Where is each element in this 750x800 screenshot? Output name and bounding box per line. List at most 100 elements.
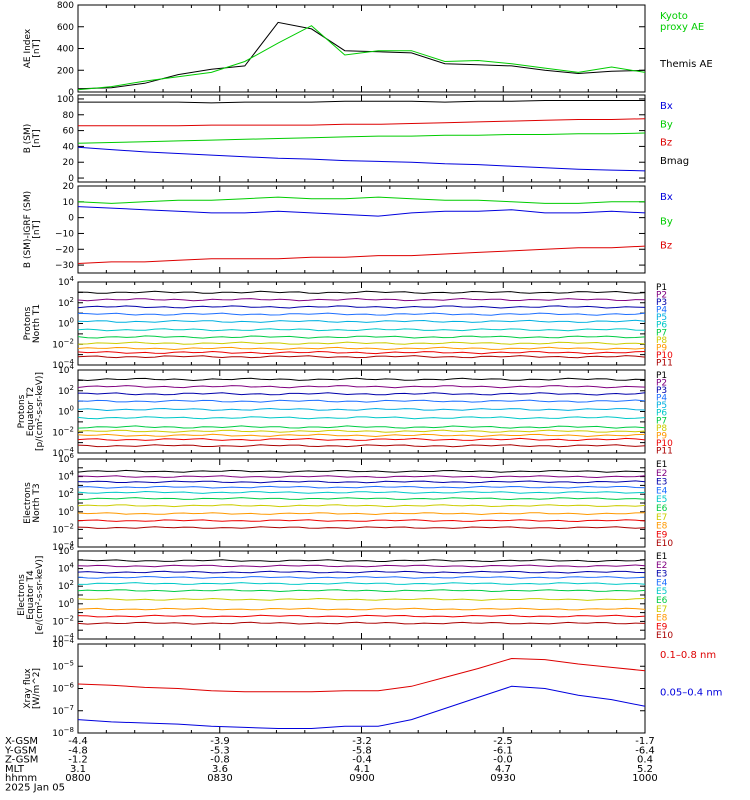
series-line xyxy=(77,290,646,294)
series-line xyxy=(77,607,646,611)
ephemeris-value: 3.6 xyxy=(212,764,228,775)
ephemeris-value: 0930 xyxy=(490,773,515,784)
ephemeris-value: 5.2 xyxy=(637,764,653,775)
legend-label: P8 xyxy=(656,336,667,346)
legend-label: E7 xyxy=(656,605,667,615)
legend-label: E10 xyxy=(656,539,673,549)
y-tick-label: 600 xyxy=(57,23,74,33)
ephemeris-value: -3.2 xyxy=(352,736,372,747)
ephemeris-table: X-GSM -4.4 -3.9 -3.2 -2.5 -1.7 Y-GSM -4.8 -5.3 -5… xyxy=(4,736,658,794)
y-tick-label: 800 xyxy=(57,1,74,11)
series-line xyxy=(77,475,646,479)
legend-label: Bx xyxy=(660,101,673,112)
series-line xyxy=(77,429,646,433)
series-line xyxy=(77,444,646,448)
y-axis-label: Protons xyxy=(17,394,27,428)
y-axis-label: AE Index xyxy=(23,28,33,68)
ephemeris-value: 4.1 xyxy=(354,764,370,775)
y-tick-label: 10−7 xyxy=(52,704,74,717)
y-tick-label: 102 xyxy=(58,384,74,397)
legend-label: P1 xyxy=(656,371,667,381)
y-axis-label: [W/m^2] xyxy=(32,668,42,709)
ephemeris-value: 0900 xyxy=(349,773,374,784)
series-line xyxy=(77,685,646,729)
legend-label: P9 xyxy=(656,431,667,441)
legend-label: P6 xyxy=(656,409,667,419)
series-line xyxy=(77,385,646,389)
series-line xyxy=(77,416,646,420)
legend-label: E1 xyxy=(656,552,667,562)
y-tick-label: 20 xyxy=(63,182,75,192)
legend-label: P5 xyxy=(656,313,667,323)
ephemeris-value: 1000 xyxy=(632,773,657,784)
y-axis-label: [nT] xyxy=(32,39,42,57)
legend-label: 0.1–0.8 nm xyxy=(660,650,716,661)
legend-label: E8 xyxy=(656,614,668,624)
ephemeris-label: Z-GSM xyxy=(5,755,38,766)
series-line xyxy=(77,328,646,332)
series-line xyxy=(78,100,645,104)
ephemeris-value: -3.9 xyxy=(210,736,230,747)
legend-label: 0.05–0.4 nm xyxy=(660,688,722,699)
ephemeris-value: -0.8 xyxy=(210,755,230,766)
legend-label: P4 xyxy=(656,306,667,316)
legend-label: E5 xyxy=(656,495,667,505)
legend-label: E8 xyxy=(656,522,668,532)
ephemeris-value: -1.7 xyxy=(635,736,655,747)
legend-label: E6 xyxy=(656,596,668,606)
legend-label: E2 xyxy=(656,469,667,479)
ephemeris-value: -1.2 xyxy=(68,755,88,766)
series-line xyxy=(77,377,646,382)
y-tick-label: 100 xyxy=(58,317,74,330)
legend-label: P7 xyxy=(656,416,667,426)
ephemeris-label: hhmm xyxy=(5,773,37,784)
y-tick-label: 400 xyxy=(57,45,74,55)
ephemeris-label: Y-GSM xyxy=(4,745,37,756)
series-line xyxy=(77,21,646,90)
legend-label: Bx xyxy=(660,192,673,203)
y-tick-label: 10−6 xyxy=(52,682,74,695)
y-tick-label: 0 xyxy=(68,174,74,184)
series-line xyxy=(77,621,646,625)
legend-label: E4 xyxy=(656,578,668,588)
panel-frame xyxy=(77,458,646,548)
series-line xyxy=(77,589,646,593)
y-axis-label: B (SM) xyxy=(23,124,33,154)
y-tick-label: −30 xyxy=(55,261,74,271)
legend-label: Bz xyxy=(660,241,672,252)
legend-label: P8 xyxy=(656,424,667,434)
y-tick-label: 102 xyxy=(58,487,74,500)
ephemeris-value: -4.4 xyxy=(68,736,88,747)
series-line xyxy=(77,25,646,91)
series-line xyxy=(77,570,646,574)
y-axis-label: [p/(cm²-s-sr-keV)] xyxy=(35,372,45,451)
series-line xyxy=(77,519,646,523)
y-axis-label: Equator T2 xyxy=(26,387,36,436)
panel-frame xyxy=(77,550,646,640)
ephemeris-label: X-GSM xyxy=(5,736,38,747)
series-line xyxy=(77,350,646,355)
y-tick-label: 100 xyxy=(57,95,74,105)
legend-label: E9 xyxy=(656,622,668,632)
series-line xyxy=(77,392,646,396)
series-line xyxy=(77,559,646,563)
legend-label: P7 xyxy=(656,328,667,338)
series-line xyxy=(77,433,646,438)
legend-label: P1 xyxy=(656,283,667,293)
legend-label: P2 xyxy=(656,291,667,301)
series-line xyxy=(77,305,646,309)
series-line xyxy=(77,206,646,217)
y-tick-label: 10−2 xyxy=(52,614,74,627)
series-line xyxy=(77,399,646,403)
legend-label: E2 xyxy=(656,561,667,571)
series-line xyxy=(77,469,646,473)
series-line xyxy=(77,319,646,323)
legend-label: Themis AE xyxy=(659,59,713,70)
legend-label: Bmag xyxy=(660,156,689,167)
legend-label: By xyxy=(660,119,673,130)
legend-label: proxy AE xyxy=(660,22,704,33)
